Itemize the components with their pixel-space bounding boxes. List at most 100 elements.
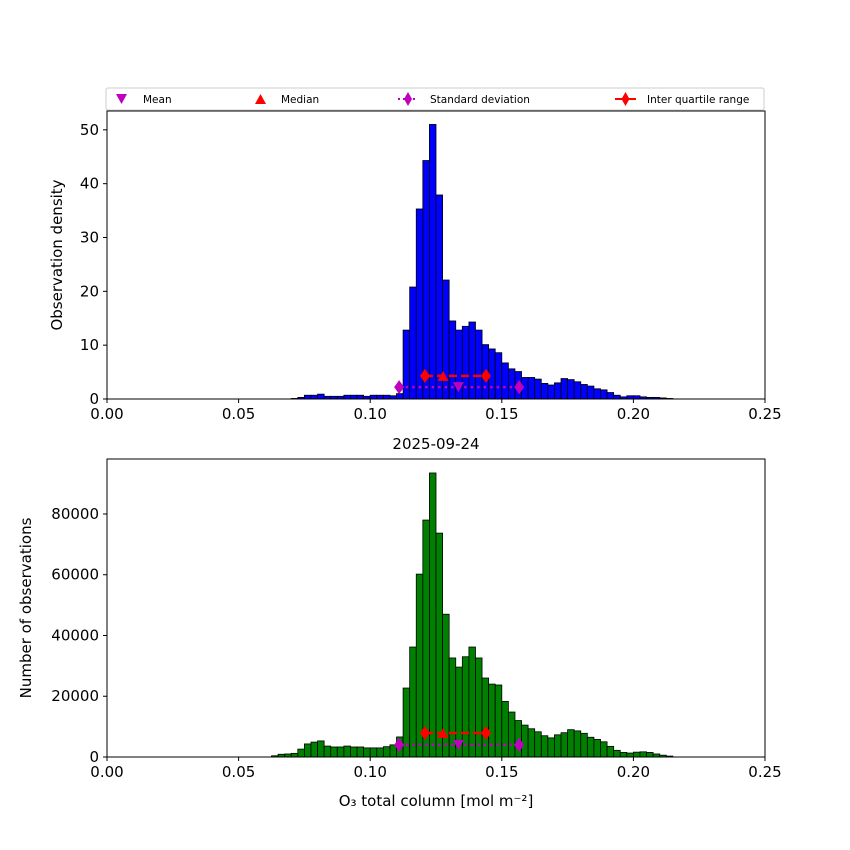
histogram-bar (507, 711, 516, 758)
histogram-bar (534, 731, 542, 758)
histogram-bar (514, 720, 522, 758)
bottom-plot-title: 2025-09-24 (392, 435, 479, 453)
histogram-bar (435, 532, 443, 758)
histogram-bar (369, 747, 378, 758)
histogram-bar (501, 362, 509, 400)
axes-frame (106, 458, 766, 758)
histogram-bar (422, 160, 430, 400)
histogram-bar (507, 368, 516, 400)
histogram-bar (376, 394, 384, 400)
histogram-bar (363, 747, 371, 758)
histogram-bar (343, 745, 351, 758)
histogram-bar (336, 746, 345, 758)
histogram-bar (350, 746, 358, 758)
histogram-bar (547, 384, 555, 400)
histogram-bar (396, 393, 404, 400)
iqr-marker (419, 368, 430, 383)
mean-marker (452, 739, 464, 750)
histogram-bar (317, 393, 325, 400)
histogram-bar (633, 751, 641, 758)
histogram-bar (350, 394, 358, 400)
histogram-bar (580, 732, 588, 758)
histogram-bar (540, 735, 549, 758)
histogram-bar (593, 388, 601, 400)
y-tick-label: 80000 (51, 505, 99, 523)
histogram-bar (415, 573, 424, 758)
iqr-marker (481, 368, 492, 383)
histogram-bar (613, 394, 621, 400)
histogram-bar (527, 728, 536, 758)
std-marker (514, 737, 525, 752)
legend: Mean Median Standard deviation Inter qua… (105, 87, 765, 111)
x-tick-label: 0.20 (617, 763, 650, 781)
y-tick-label: 20000 (51, 687, 99, 705)
histogram-bar (429, 472, 437, 758)
histogram-bar (369, 394, 378, 400)
histogram-bar (494, 684, 503, 758)
legend-iqr: Inter quartile range (647, 94, 749, 106)
std-legend-icon (398, 92, 418, 106)
x-tick-label: 0.00 (90, 763, 123, 781)
histogram-bar (606, 392, 615, 400)
histogram-bar (475, 657, 483, 758)
std-marker (394, 737, 405, 752)
histogram-bar (646, 752, 654, 758)
histogram-bar (297, 748, 305, 758)
histogram-bar (567, 379, 575, 400)
median-legend-icon (255, 94, 266, 104)
histogram-bar (402, 329, 411, 400)
y-tick-label: 0 (89, 748, 99, 766)
histogram-bar (586, 385, 595, 400)
histogram-bar (442, 279, 450, 400)
histogram-bar (356, 394, 365, 400)
x-tick-label: 0.10 (353, 405, 386, 423)
legend-mean: Mean (143, 94, 172, 106)
x-tick-label: 0.20 (617, 405, 650, 423)
histogram-bar (330, 746, 338, 758)
histogram-bar (554, 734, 562, 758)
axes-frame (106, 110, 766, 400)
top-y-axis-label: Observation density (48, 179, 66, 330)
histogram-bar (468, 646, 476, 758)
histogram-bar (429, 124, 437, 400)
histogram-bar (534, 378, 542, 400)
legend-median: Median (281, 94, 319, 106)
bottom-histogram-axes: 0.00 0.05 0.10 0.15 0.20 0.25 0 20000 40000 60000… (51, 458, 782, 781)
top-histogram-axes: 0.00 0.05 0.10 0.15 0.20 0.25 0 10 20 30 40 50 (80, 110, 782, 423)
y-tick-label: 20 (80, 282, 99, 300)
histogram-bar (521, 724, 529, 758)
histogram-bar (310, 741, 318, 758)
histogram-bar (310, 394, 318, 400)
legend-std: Standard deviation (430, 94, 530, 106)
x-axis-label: O₃ total column [mol m⁻²] (339, 792, 534, 810)
iqr-marker (419, 726, 430, 741)
histogram-bar (560, 378, 569, 400)
histogram-bar (317, 740, 325, 758)
histogram-bar (540, 382, 549, 400)
histogram-bar (626, 752, 634, 758)
histogram-bar (547, 737, 555, 758)
y-tick-label: 0 (89, 390, 99, 408)
histogram-bar (593, 738, 601, 758)
histogram-bar (613, 749, 621, 758)
histogram-bar (382, 746, 391, 758)
mean-legend-icon (116, 94, 127, 104)
histogram-bar (382, 394, 391, 400)
histogram-bar (376, 747, 384, 758)
y-tick-label: 60000 (51, 566, 99, 584)
histogram-bar (606, 745, 615, 758)
median-marker (437, 370, 449, 381)
x-tick-label: 0.05 (222, 763, 255, 781)
std-marker (394, 380, 405, 395)
histogram-bar (303, 743, 312, 758)
histogram-bar (494, 352, 503, 400)
histogram-bar (290, 752, 299, 758)
y-tick-label: 30 (80, 229, 99, 247)
histogram-bar (435, 194, 443, 400)
x-tick-label: 0.05 (222, 405, 255, 423)
histogram-bar (409, 286, 417, 400)
mean-marker (452, 382, 464, 393)
histogram-bar (580, 384, 588, 400)
histogram-bar (323, 745, 332, 758)
